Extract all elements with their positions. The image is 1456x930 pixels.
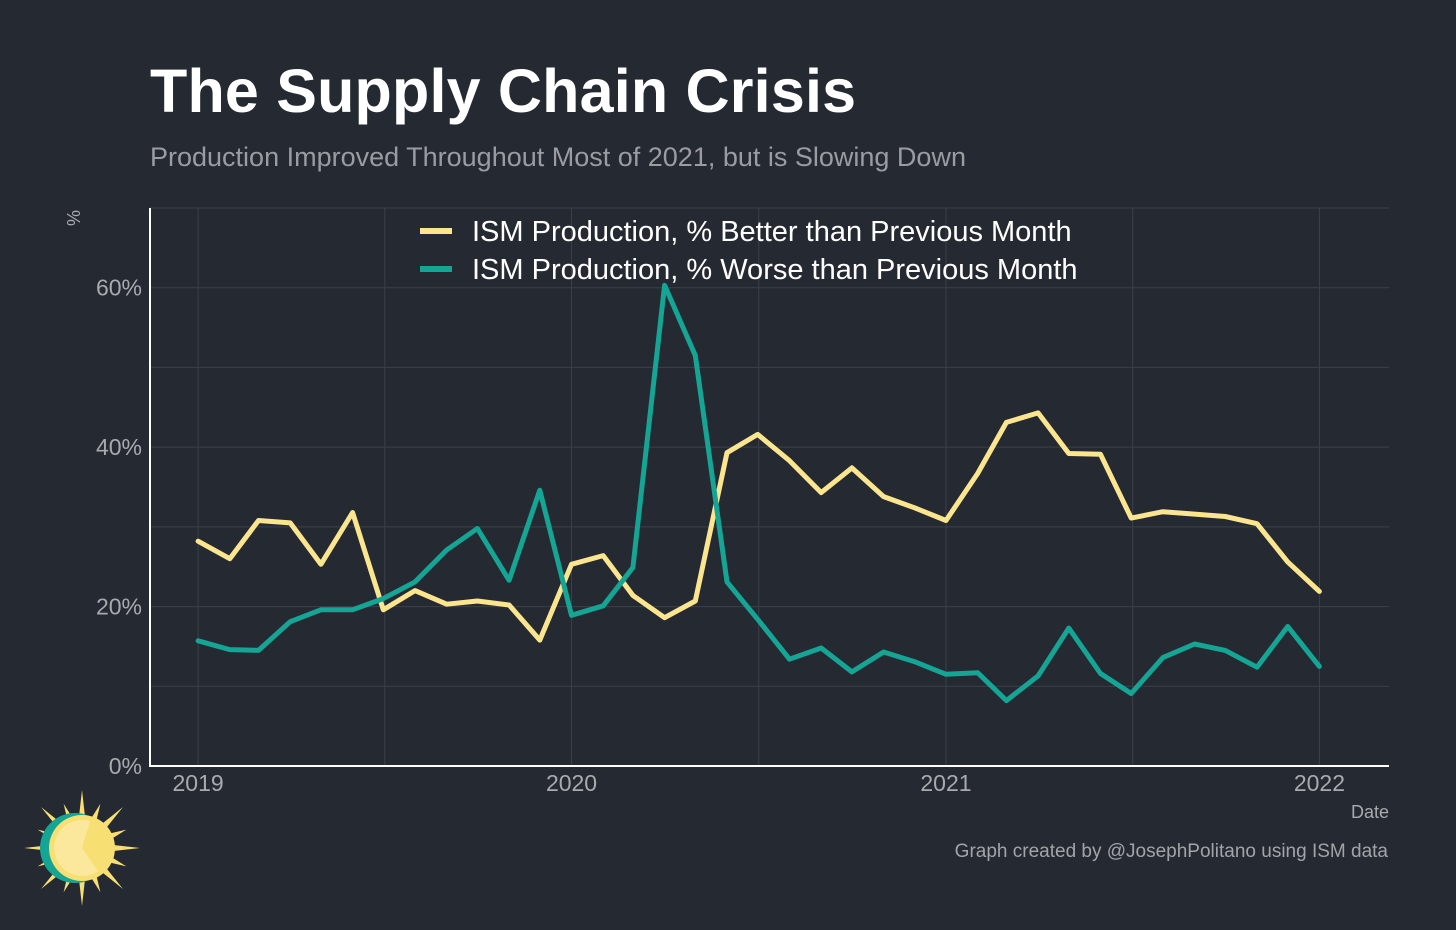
y-tick-label: 60% <box>96 275 142 301</box>
y-tick-label: 0% <box>109 753 142 779</box>
sun-highlight <box>54 819 98 876</box>
sun-ray <box>78 875 86 906</box>
x-tick-label: 2022 <box>1294 770 1345 796</box>
tick-labels: 0% 20% 40% 60% 2019 2020 2021 2022 <box>96 275 1345 796</box>
y-axis-title: % <box>64 210 84 226</box>
sun-ray <box>78 790 86 821</box>
x-tick-label: 2020 <box>546 770 597 796</box>
grid-lines <box>150 207 1389 767</box>
x-axis-title: Date <box>1351 802 1389 822</box>
y-tick-label: 40% <box>96 434 142 460</box>
sun-ray <box>109 844 140 852</box>
legend: ISM Production, % Better than Previous M… <box>420 216 1078 286</box>
x-tick-label: 2021 <box>920 770 971 796</box>
series-lines <box>195 282 1322 704</box>
chart-title: The Supply Chain Crisis <box>150 57 857 125</box>
series-line-better <box>195 410 1322 643</box>
legend-label: ISM Production, % Better than Previous M… <box>472 216 1072 248</box>
x-tick-label: 2019 <box>173 770 224 796</box>
chart-subtitle: Production Improved Throughout Most of 2… <box>150 142 966 172</box>
sun-logo-icon <box>24 790 140 906</box>
series-line-worse <box>195 282 1322 704</box>
source-caption: Graph created by @JosephPolitano using I… <box>954 841 1388 862</box>
legend-label: ISM Production, % Worse than Previous Mo… <box>472 254 1078 286</box>
axes <box>149 208 1389 767</box>
y-tick-label: 20% <box>96 594 142 620</box>
